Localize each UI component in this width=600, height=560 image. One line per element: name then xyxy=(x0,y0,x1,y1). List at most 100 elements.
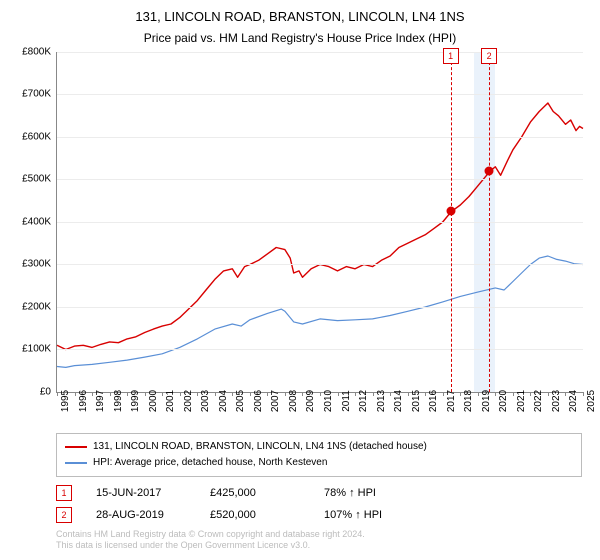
x-tick xyxy=(478,392,479,396)
x-tick xyxy=(302,392,303,396)
x-tick xyxy=(565,392,566,396)
x-tick-label: 2021 xyxy=(516,383,527,419)
gridline-h xyxy=(57,94,583,95)
x-tick-label: 2013 xyxy=(376,383,387,419)
y-tick-label: £400K xyxy=(7,216,51,227)
y-tick-label: £500K xyxy=(7,174,51,185)
x-tick-label: 2024 xyxy=(568,383,579,419)
legend-label: 131, LINCOLN ROAD, BRANSTON, LINCOLN, LN… xyxy=(93,439,427,455)
transaction-index: 1 xyxy=(56,485,72,501)
plot-area: £0£100K£200K£300K£400K£500K£600K£700K£80… xyxy=(56,52,583,393)
series-subject xyxy=(57,103,583,350)
legend: 131, LINCOLN ROAD, BRANSTON, LINCOLN, LN… xyxy=(56,433,582,477)
x-tick-label: 1995 xyxy=(60,383,71,419)
x-tick-label: 2015 xyxy=(411,383,422,419)
x-tick-label: 1996 xyxy=(78,383,89,419)
footer-note: Contains HM Land Registry data © Crown c… xyxy=(56,529,582,552)
transaction-date: 28-AUG-2019 xyxy=(96,509,186,521)
x-tick xyxy=(530,392,531,396)
legend-swatch xyxy=(65,462,87,464)
event-index-box: 2 xyxy=(481,48,497,64)
x-tick-label: 2001 xyxy=(165,383,176,419)
legend-item: HPI: Average price, detached house, Nort… xyxy=(65,455,573,471)
x-tick xyxy=(583,392,584,396)
x-tick xyxy=(338,392,339,396)
gridline-h xyxy=(57,222,583,223)
x-tick-label: 2014 xyxy=(393,383,404,419)
transaction-date: 15-JUN-2017 xyxy=(96,487,186,499)
event-marker xyxy=(485,166,494,175)
x-tick xyxy=(408,392,409,396)
x-tick xyxy=(215,392,216,396)
x-tick xyxy=(320,392,321,396)
x-tick xyxy=(127,392,128,396)
x-tick xyxy=(180,392,181,396)
x-tick-label: 1997 xyxy=(95,383,106,419)
y-tick-label: £0 xyxy=(7,386,51,397)
transaction-index: 2 xyxy=(56,507,72,523)
x-tick xyxy=(285,392,286,396)
x-tick xyxy=(57,392,58,396)
event-marker xyxy=(446,207,455,216)
legend-label: HPI: Average price, detached house, Nort… xyxy=(93,455,327,471)
transaction-hpi: 107% ↑ HPI xyxy=(324,509,414,521)
legend-swatch xyxy=(65,446,87,448)
x-tick xyxy=(460,392,461,396)
transaction-price: £425,000 xyxy=(210,487,300,499)
x-tick-label: 2002 xyxy=(183,383,194,419)
x-tick xyxy=(92,392,93,396)
x-tick-label: 1999 xyxy=(130,383,141,419)
x-tick xyxy=(250,392,251,396)
x-tick-label: 2022 xyxy=(533,383,544,419)
gridline-h xyxy=(57,264,583,265)
y-tick-label: £700K xyxy=(7,89,51,100)
x-tick xyxy=(197,392,198,396)
x-tick-label: 2010 xyxy=(323,383,334,419)
series-hpi xyxy=(57,256,583,367)
event-line xyxy=(451,52,452,392)
footer-line1: Contains HM Land Registry data © Crown c… xyxy=(56,529,582,541)
x-tick-label: 2011 xyxy=(341,383,352,419)
transaction-table: 1 15-JUN-2017 £425,000 78% ↑ HPI 2 28-AUG-201… xyxy=(56,485,582,523)
y-tick-label: £100K xyxy=(7,344,51,355)
x-tick-label: 2006 xyxy=(253,383,264,419)
x-tick xyxy=(355,392,356,396)
event-line xyxy=(489,52,490,392)
x-tick xyxy=(443,392,444,396)
y-tick-label: £600K xyxy=(7,131,51,142)
x-tick-label: 2003 xyxy=(200,383,211,419)
gridline-h xyxy=(57,179,583,180)
chart-subtitle: Price paid vs. HM Land Registry's House … xyxy=(10,30,590,46)
event-index-box: 1 xyxy=(443,48,459,64)
x-tick-label: 1998 xyxy=(113,383,124,419)
transaction-price: £520,000 xyxy=(210,509,300,521)
chart-title: 131, LINCOLN ROAD, BRANSTON, LINCOLN, LN… xyxy=(10,8,590,26)
x-tick xyxy=(75,392,76,396)
y-tick-label: £800K xyxy=(7,46,51,57)
x-tick-label: 2009 xyxy=(305,383,316,419)
x-tick-label: 2012 xyxy=(358,383,369,419)
x-tick xyxy=(390,392,391,396)
transaction-hpi: 78% ↑ HPI xyxy=(324,487,414,499)
gridline-h xyxy=(57,349,583,350)
x-tick xyxy=(110,392,111,396)
x-tick xyxy=(373,392,374,396)
x-tick xyxy=(513,392,514,396)
x-tick xyxy=(425,392,426,396)
gridline-h xyxy=(57,137,583,138)
x-tick-label: 2016 xyxy=(428,383,439,419)
x-tick xyxy=(495,392,496,396)
gridline-h xyxy=(57,307,583,308)
x-tick xyxy=(145,392,146,396)
transaction-row: 2 28-AUG-2019 £520,000 107% ↑ HPI xyxy=(56,507,582,523)
legend-item: 131, LINCOLN ROAD, BRANSTON, LINCOLN, LN… xyxy=(65,439,573,455)
footer-line2: This data is licensed under the Open Gov… xyxy=(56,540,582,552)
x-tick xyxy=(232,392,233,396)
x-tick xyxy=(548,392,549,396)
x-tick-label: 2020 xyxy=(498,383,509,419)
x-tick-label: 2004 xyxy=(218,383,229,419)
x-tick xyxy=(267,392,268,396)
x-tick-label: 2025 xyxy=(586,383,597,419)
x-tick-label: 2007 xyxy=(270,383,281,419)
x-tick-label: 2005 xyxy=(235,383,246,419)
